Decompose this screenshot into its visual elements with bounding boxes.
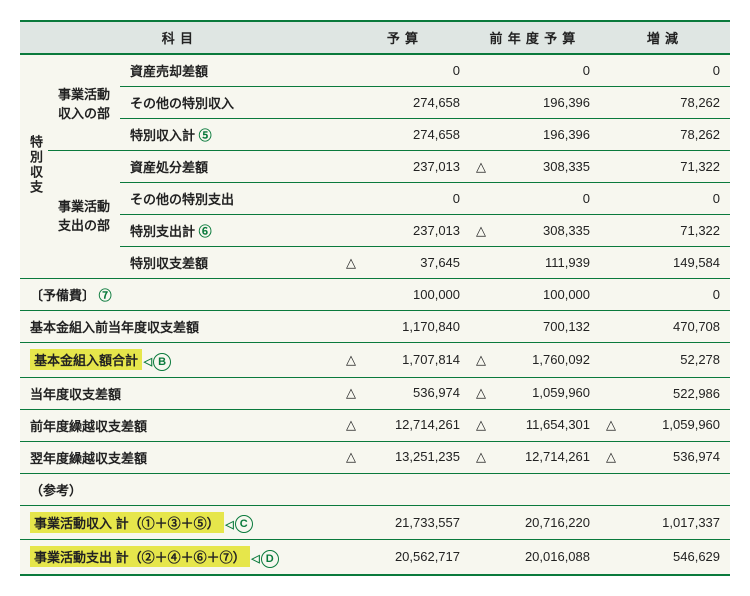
num-cell: 546,629 (600, 540, 730, 575)
row-label: 当年度収支差額 (20, 377, 340, 409)
num-cell: 78,262 (600, 87, 730, 119)
header-row: 科目 予算 前年度予算 増減 (20, 21, 730, 54)
num-cell: △ 308,335 (470, 215, 600, 247)
num-cell: 274,658 (340, 119, 470, 151)
num-cell: △ 536,974 (600, 441, 730, 473)
num-cell: 196,396 (470, 87, 600, 119)
num-cell: 20,016,088 (470, 540, 600, 575)
num-cell: 0 (600, 279, 730, 311)
group-tokubetsu: 特別収支 (20, 54, 48, 279)
num-cell: △ 13,251,235 (340, 441, 470, 473)
row-label: 前年度繰越収支差額 (20, 409, 340, 441)
num-cell: 0 (470, 183, 600, 215)
num-cell: △ 1,707,814 (340, 343, 470, 378)
num-cell: △ 37,645 (340, 247, 470, 279)
group-income: 事業活動収入の部 (48, 54, 120, 151)
col-diff: 増減 (600, 21, 730, 54)
num-cell: 470,708 (600, 311, 730, 343)
num-cell: △ 12,714,261 (470, 441, 600, 473)
num-cell: 237,013 (340, 151, 470, 183)
num-cell: 71,322 (600, 151, 730, 183)
num-cell: 196,396 (470, 119, 600, 151)
num-cell: 0 (340, 54, 470, 87)
row-label: 特別収支差額 (120, 247, 340, 279)
num-cell: 522,986 (600, 377, 730, 409)
num-cell: △ 1,760,092 (470, 343, 600, 378)
num-cell: 1,017,337 (600, 505, 730, 540)
num-cell: 1,170,840 (340, 311, 470, 343)
row-label: 事業活動収入 計（①＋③＋⑤） C (20, 505, 340, 540)
num-cell: 100,000 (470, 279, 600, 311)
num-cell: 21,733,557 (340, 505, 470, 540)
num-cell: 78,262 (600, 119, 730, 151)
row-label: 翌年度繰越収支差額 (20, 441, 340, 473)
num-cell: 0 (600, 54, 730, 87)
reference-heading: （参考） (20, 473, 730, 505)
num-cell: 20,716,220 (470, 505, 600, 540)
budget-table: 科目 予算 前年度予算 増減 特別収支 事業活動収入の部 資産売却差額 0 0 … (20, 20, 730, 576)
num-cell: 52,278 (600, 343, 730, 378)
row-label: その他の特別収入 (120, 87, 340, 119)
num-cell: △ 12,714,261 (340, 409, 470, 441)
num-cell: 20,562,717 (340, 540, 470, 575)
num-cell: 700,132 (470, 311, 600, 343)
num-cell: △ 11,654,301 (470, 409, 600, 441)
row-label: その他の特別支出 (120, 183, 340, 215)
row-label: 〔予備費〕 ⑦ (20, 279, 340, 311)
num-cell: 0 (600, 183, 730, 215)
num-cell: 237,013 (340, 215, 470, 247)
col-budget: 予算 (340, 21, 470, 54)
col-prev: 前年度予算 (470, 21, 600, 54)
num-cell: 100,000 (340, 279, 470, 311)
row-label: 基本金組入額合計 B (20, 343, 340, 378)
num-cell: 71,322 (600, 215, 730, 247)
num-cell: △ 1,059,960 (600, 409, 730, 441)
group-expense: 事業活動支出の部 (48, 151, 120, 279)
row-label: 特別収入計 ⑤ (120, 119, 340, 151)
num-cell: 274,658 (340, 87, 470, 119)
row-label: 資産処分差額 (120, 151, 340, 183)
row-label: 特別支出計 ⑥ (120, 215, 340, 247)
row-label: 資産売却差額 (120, 54, 340, 87)
num-cell: △ 308,335 (470, 151, 600, 183)
row-label: 基本金組入前当年度収支差額 (20, 311, 340, 343)
num-cell: 0 (470, 54, 600, 87)
num-cell: △ 536,974 (340, 377, 470, 409)
row-label: 事業活動支出 計（②＋④＋⑥＋⑦） D (20, 540, 340, 575)
num-cell: 149,584 (600, 247, 730, 279)
num-cell: 0 (340, 183, 470, 215)
col-item: 科目 (20, 21, 340, 54)
num-cell: △ 1,059,960 (470, 377, 600, 409)
num-cell: 111,939 (470, 247, 600, 279)
